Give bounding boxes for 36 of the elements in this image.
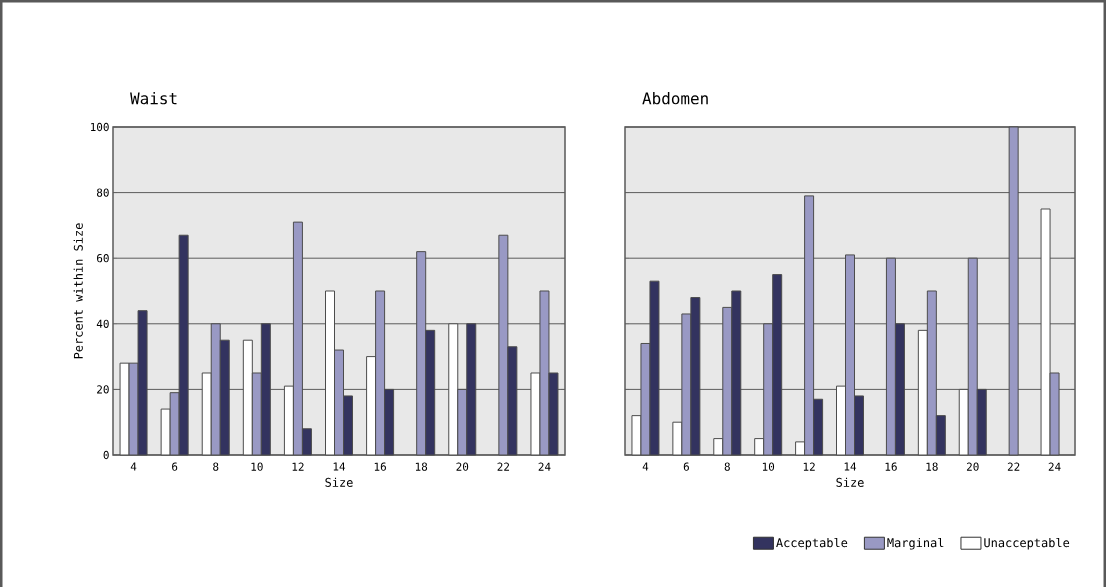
x-tick-label: 20 [456, 462, 469, 471]
x-tick-label: 18 [415, 462, 428, 471]
x-tick-label: 8 [213, 462, 219, 471]
x-tick-label: 14 [844, 462, 857, 471]
x-axis-title: Size [836, 477, 864, 487]
y-tick-label: 100 [91, 122, 109, 132]
x-tick-label: 4 [130, 462, 137, 471]
x-axis-title: Size [325, 477, 353, 487]
y-axis-title: Percent within Size [73, 223, 83, 359]
x-tick-label: 14 [333, 462, 346, 471]
chart-title: Waist [130, 92, 177, 105]
x-tick-label: 6 [683, 462, 689, 471]
x-tick-label: 16 [374, 462, 386, 471]
x-tick-label: 22 [497, 462, 510, 471]
x-tick-label: 12 [803, 462, 815, 471]
x-tick-label: 20 [966, 462, 979, 471]
legend-label: Acceptable [776, 537, 848, 550]
x-tick-label: 8 [724, 462, 730, 471]
x-tick-label: 18 [926, 462, 938, 471]
x-tick-label: 6 [172, 462, 178, 471]
legend-label: Marginal [887, 537, 944, 550]
x-tick-label: 10 [251, 462, 263, 471]
legend-label: Unacceptable [984, 537, 1070, 550]
y-tick-label: 40 [96, 319, 109, 328]
x-tick-label: 12 [292, 462, 304, 471]
x-tick-label: 24 [1048, 462, 1061, 471]
y-tick-label: 60 [97, 254, 109, 263]
x-tick-label: 16 [885, 462, 897, 471]
y-tick-label: 80 [96, 188, 109, 197]
x-tick-label: 4 [642, 462, 649, 471]
chart-title: Abdomen [642, 92, 708, 105]
x-tick-label: 22 [1007, 462, 1020, 471]
x-tick-label: 24 [538, 462, 551, 471]
x-tick-label: 10 [762, 462, 775, 471]
y-tick-label: 20 [97, 385, 109, 394]
y-tick-label: 0 [103, 450, 109, 460]
